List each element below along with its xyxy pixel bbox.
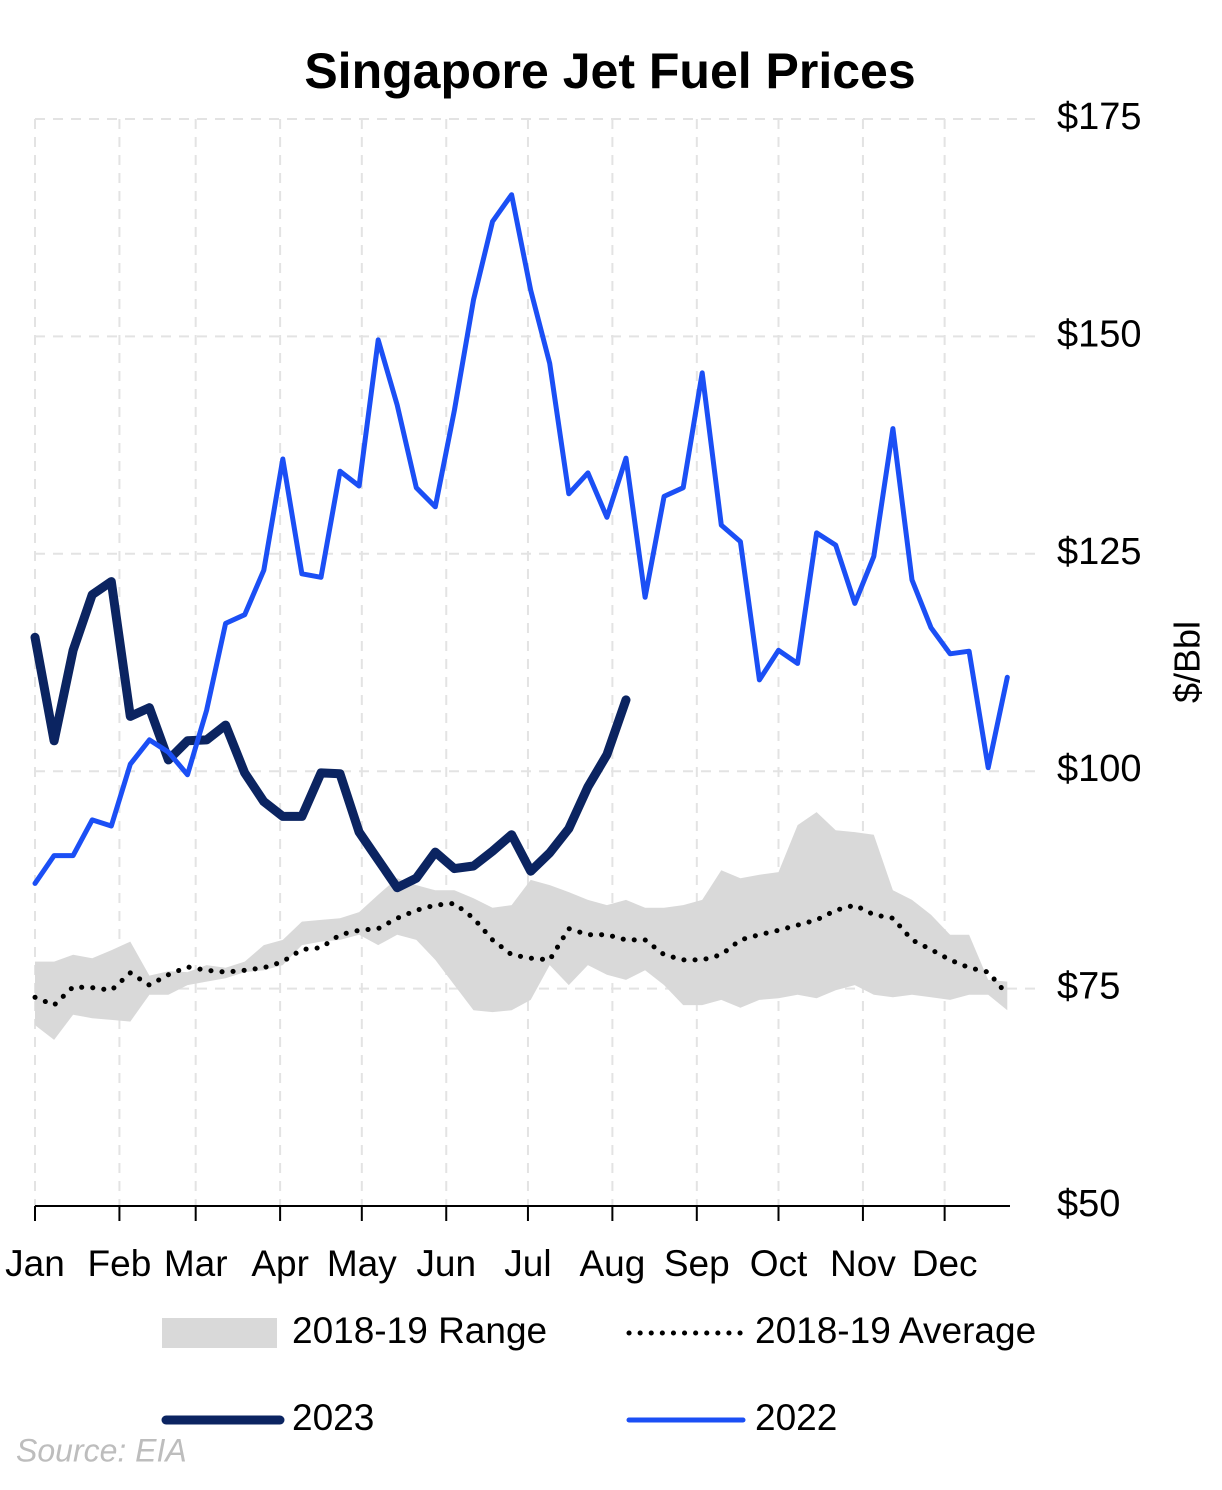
series-line xyxy=(32,192,1010,886)
legend-label: 2022 xyxy=(755,1397,837,1438)
y-tick-label: $50 xyxy=(1057,1183,1120,1225)
source-note: Source: EIA xyxy=(16,1432,187,1468)
legend-swatch xyxy=(162,1318,277,1348)
grid xyxy=(34,118,1040,1206)
y-tick-label: $175 xyxy=(1057,96,1142,138)
legend-label: 2023 xyxy=(292,1397,374,1438)
legend-label: 2018-19 Average xyxy=(755,1310,1036,1351)
y-axis-label: $/Bbl xyxy=(1167,621,1208,703)
x-tick-label: Aug xyxy=(579,1243,645,1284)
x-tick-label: Feb xyxy=(88,1243,152,1284)
x-tick-label: Jan xyxy=(5,1243,65,1284)
x-tick-label: Jul xyxy=(504,1243,551,1284)
x-tick-label: Oct xyxy=(750,1243,808,1284)
range-band xyxy=(35,812,1008,1040)
x-tick-label: Dec xyxy=(912,1243,978,1284)
chart-title: Singapore Jet Fuel Prices xyxy=(304,43,915,99)
x-tick-label: Sep xyxy=(664,1243,730,1284)
y-tick-label: $150 xyxy=(1057,313,1142,355)
y-tick-label: $125 xyxy=(1057,531,1142,573)
x-tick-label: May xyxy=(327,1243,397,1284)
legend-label: 2018-19 Range xyxy=(292,1310,547,1351)
y-tick-label: $100 xyxy=(1057,748,1142,790)
x-tick-label: Apr xyxy=(251,1243,309,1284)
x-tick-label: Mar xyxy=(164,1243,228,1284)
x-tick-label: Jun xyxy=(416,1243,476,1284)
series-line xyxy=(30,577,631,893)
x-tick-label: Nov xyxy=(830,1243,896,1284)
series-line xyxy=(32,900,1010,1008)
y-tick-label: $75 xyxy=(1057,966,1120,1008)
